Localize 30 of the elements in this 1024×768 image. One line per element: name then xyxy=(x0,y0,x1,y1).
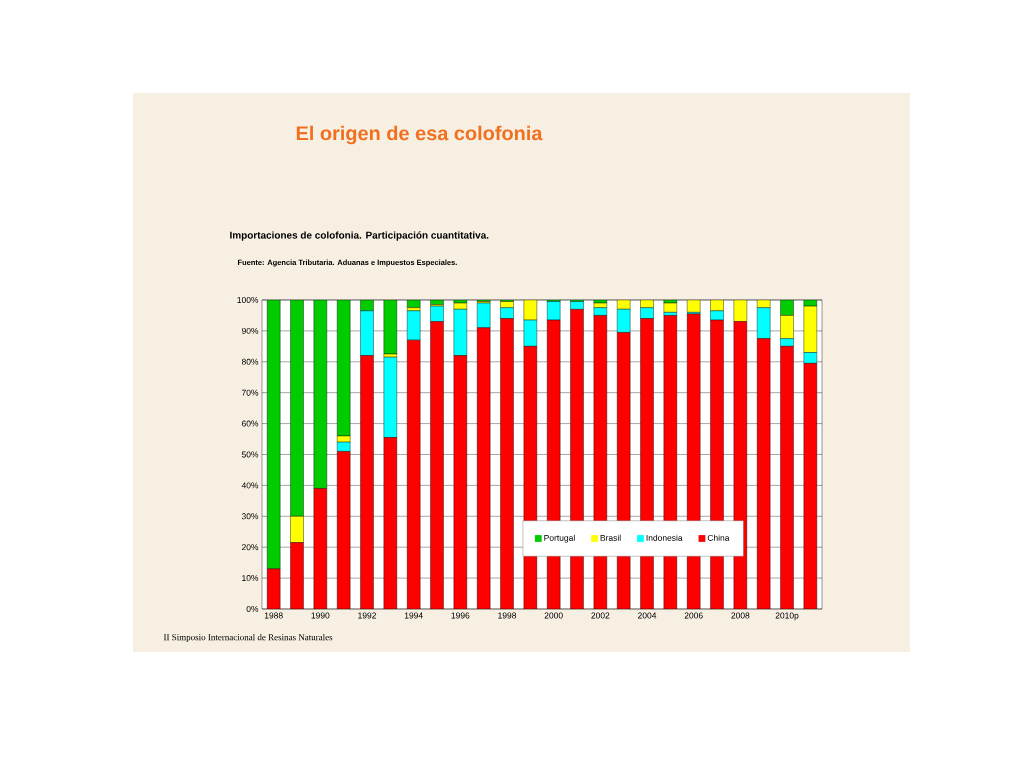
x-tick-label: 1994 xyxy=(404,612,423,619)
legend-label: Brasil xyxy=(600,534,621,541)
y-tick-label: 50% xyxy=(241,451,259,458)
y-tick-label: 10% xyxy=(242,575,259,582)
x-tick-label: 2000 xyxy=(544,612,563,619)
legend-label: Portugal xyxy=(544,534,575,543)
x-tick-label: 2008 xyxy=(731,612,750,619)
x-tick-label: 2006 xyxy=(684,612,703,619)
y-tick-label: 30% xyxy=(241,513,259,520)
chart-subtitle: Importaciones de colofonia. Participación cuantitativa. xyxy=(230,231,489,241)
text: II Simposio Internacional de Resinas Naturales xyxy=(163,633,333,643)
y-tick-label: 90% xyxy=(241,327,259,334)
y-tick-label: 0% xyxy=(246,605,259,612)
y-tick-label: 20% xyxy=(241,544,259,551)
y-tick-label: 80% xyxy=(241,358,259,365)
x-tick-label: 1998 xyxy=(498,612,517,619)
y-tick-label: 100% xyxy=(237,296,259,303)
x-tick-label: 2010p xyxy=(775,612,799,621)
chart-title: El origen de esa colofonia xyxy=(296,125,543,145)
x-tick-label: 1992 xyxy=(358,612,376,619)
y-tick-label: 70% xyxy=(241,389,259,396)
legend-label: China xyxy=(707,534,730,541)
x-tick-label: 1996 xyxy=(451,612,470,619)
x-tick-label: 2002 xyxy=(591,612,610,619)
x-tick-label: 2004 xyxy=(638,612,657,619)
x-tick-label: 1990 xyxy=(311,612,330,619)
x-tick-label: 1988 xyxy=(264,612,283,619)
y-tick-label: 60% xyxy=(241,420,259,427)
y-tick-label: 40% xyxy=(241,482,259,489)
legend-label: Indonesia xyxy=(646,534,683,541)
